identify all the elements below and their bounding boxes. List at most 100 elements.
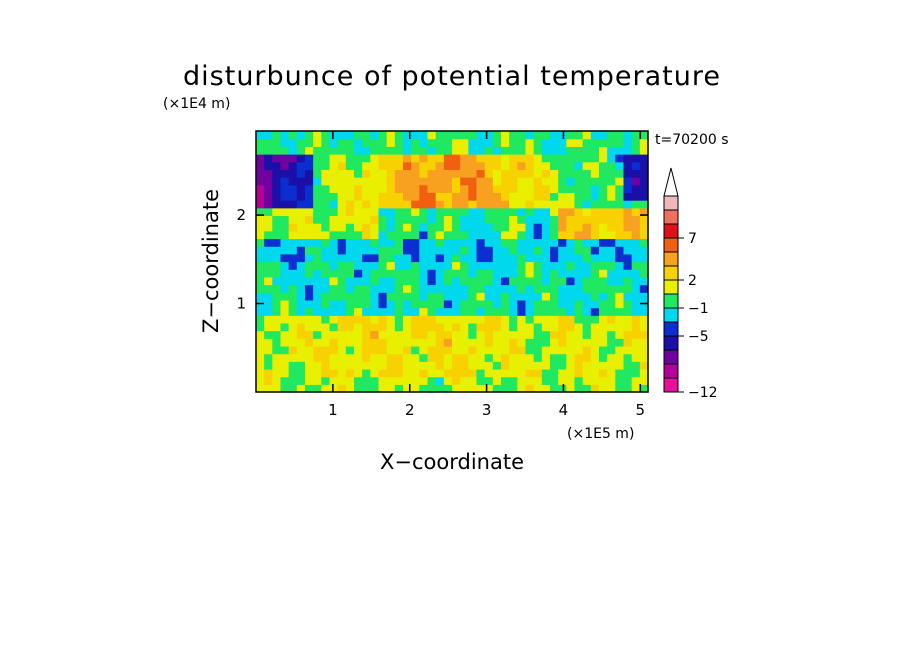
- heatmap-cell: [501, 253, 510, 263]
- heatmap-cell: [403, 246, 412, 255]
- heatmap-cell: [550, 154, 559, 163]
- heatmap-cell: [550, 146, 559, 155]
- heatmap-cell: [550, 338, 559, 347]
- heatmap-cell: [623, 184, 633, 194]
- heatmap-cell: [394, 261, 404, 270]
- heatmap-cell: [280, 230, 290, 240]
- heatmap-cell: [590, 322, 600, 332]
- heatmap-cell: [533, 299, 543, 309]
- heatmap-cell: [354, 307, 363, 316]
- heatmap-cell: [378, 345, 388, 355]
- heatmap-cell: [288, 215, 298, 224]
- heatmap-cell: [288, 192, 298, 201]
- heatmap-cell: [386, 376, 396, 385]
- heatmap-cell: [492, 146, 502, 155]
- heatmap-cell: [639, 338, 648, 347]
- heatmap-cell: [566, 131, 576, 140]
- heatmap-cell: [378, 200, 388, 209]
- heatmap-cell: [501, 345, 510, 355]
- heatmap-cell: [599, 215, 608, 224]
- heatmap-cell: [321, 292, 331, 301]
- heatmap-cell: [378, 330, 388, 339]
- heatmap-cell: [305, 154, 314, 163]
- heatmap-cell: [435, 223, 445, 232]
- heatmap-cell: [256, 223, 265, 232]
- heatmap-cell: [443, 345, 453, 355]
- heatmap-cell: [525, 169, 535, 178]
- heatmap-cell: [541, 207, 551, 217]
- heatmap-cell: [468, 269, 478, 278]
- heatmap-cell: [558, 284, 567, 293]
- heatmap-cell: [370, 184, 380, 194]
- heatmap-cell: [582, 161, 592, 170]
- heatmap-cell: [615, 154, 625, 163]
- heatmap-cell: [599, 315, 608, 324]
- heatmap-cell: [288, 253, 298, 263]
- heatmap-cell: [256, 353, 265, 362]
- heatmap-cell: [468, 169, 478, 178]
- heatmap-cell: [509, 238, 518, 247]
- heatmap-cell: [566, 200, 576, 209]
- heatmap-cell: [370, 215, 380, 224]
- heatmap-cell: [305, 230, 314, 240]
- heatmap-cell: [599, 131, 608, 140]
- heatmap-cell: [517, 223, 527, 232]
- heatmap-cell: [435, 207, 445, 217]
- heatmap-cell: [354, 299, 363, 309]
- heatmap-cell: [419, 138, 429, 147]
- heatmap-cell: [329, 246, 339, 255]
- heatmap-cell: [378, 322, 388, 332]
- heatmap-cell: [419, 384, 429, 392]
- heatmap-cell: [590, 253, 600, 263]
- heatmap-cell: [501, 223, 510, 232]
- heatmap-cell: [411, 192, 420, 201]
- heatmap-cell: [435, 292, 445, 301]
- heatmap-cell: [378, 361, 388, 370]
- heatmap-cell: [272, 200, 282, 209]
- heatmap-cell: [590, 169, 600, 178]
- heatmap-cell: [345, 146, 355, 155]
- heatmap-cell: [501, 184, 510, 194]
- heatmap-cell: [566, 246, 576, 255]
- heatmap-cell: [517, 376, 527, 385]
- heatmap-cell: [313, 299, 322, 309]
- heatmap-cell: [492, 207, 502, 217]
- heatmap-cell: [394, 338, 404, 347]
- heatmap-cell: [321, 138, 331, 147]
- heatmap-cell: [378, 161, 388, 170]
- x-tick-label: 4: [559, 401, 569, 419]
- heatmap-cell: [337, 276, 347, 286]
- heatmap-cell: [607, 146, 616, 155]
- heatmap-cell: [313, 315, 322, 324]
- heatmap-cell: [615, 299, 625, 309]
- heatmap-cell: [615, 215, 625, 224]
- heatmap-cell: [558, 276, 567, 286]
- heatmap-cell: [264, 322, 273, 332]
- heatmap-cell: [615, 292, 625, 301]
- heatmap-cell: [313, 207, 322, 217]
- heatmap-cell: [345, 161, 355, 170]
- heatmap-cell: [272, 146, 282, 155]
- heatmap-cell: [419, 230, 429, 240]
- heatmap-cell: [476, 253, 486, 263]
- heatmap-cell: [362, 253, 371, 263]
- heatmap-cell: [321, 131, 331, 140]
- heatmap-cell: [272, 253, 282, 263]
- heatmap-cell: [541, 215, 551, 224]
- heatmap-cell: [599, 230, 608, 240]
- heatmap-cell: [607, 131, 616, 140]
- heatmap-cell: [337, 376, 347, 385]
- heatmap-cell: [264, 207, 273, 217]
- heatmap-cell: [639, 184, 648, 194]
- heatmap-cell: [427, 161, 437, 170]
- heatmap-cell: [435, 138, 445, 147]
- heatmap-cell: [411, 146, 420, 155]
- heatmap-cell: [484, 246, 494, 255]
- heatmap-cell: [615, 138, 625, 147]
- colorbar-swatch: [663, 279, 679, 295]
- heatmap-cell: [394, 215, 404, 224]
- heatmap-cell: [566, 368, 576, 378]
- heatmap-cell: [411, 177, 420, 186]
- heatmap-cell: [599, 276, 608, 286]
- heatmap-cell: [501, 322, 510, 332]
